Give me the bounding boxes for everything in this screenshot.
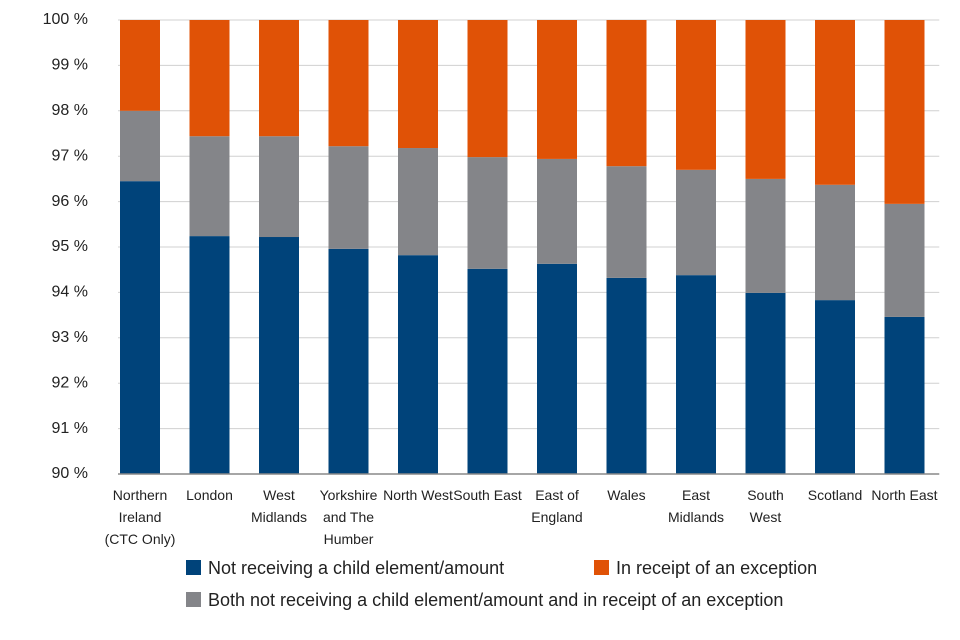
- bar-segment: [884, 203, 925, 317]
- bar-segment: [467, 268, 508, 474]
- bar-segment: [606, 277, 647, 474]
- y-tick-label: 97 %: [52, 147, 88, 164]
- x-tick-label: London: [186, 487, 233, 503]
- bar-segment: [815, 300, 855, 474]
- x-tick-label: North West: [383, 487, 453, 503]
- y-tick-label: 90 %: [52, 465, 88, 482]
- bar-segment: [467, 157, 508, 269]
- bar-segment: [189, 20, 230, 137]
- y-tick-label: 96 %: [52, 193, 88, 210]
- bar-segment: [745, 20, 786, 179]
- bar-segment: [884, 316, 925, 474]
- bar-segment: [398, 148, 438, 256]
- x-tick-label: North East: [871, 487, 938, 503]
- bar-segment: [815, 184, 855, 301]
- bar-segment: [259, 237, 299, 474]
- bar-segment: [259, 20, 299, 137]
- bar-segment: [745, 178, 786, 293]
- x-tick-label: Wales: [607, 487, 646, 503]
- legend-label: Both not receiving a child element/amoun…: [208, 590, 784, 610]
- legend-label: Not receiving a child element/amount: [208, 558, 505, 578]
- bar-segment: [745, 292, 786, 474]
- bar-segment: [120, 110, 160, 182]
- bar-segment: [676, 169, 716, 276]
- x-tick-label: South East: [453, 487, 522, 503]
- x-tick-label: East Midlands: [667, 487, 725, 525]
- bar-segment: [120, 181, 160, 475]
- bar-segment: [606, 166, 647, 278]
- legend-swatch: [186, 592, 201, 607]
- bar-segment: [189, 236, 230, 474]
- bar-segment: [398, 255, 438, 474]
- y-tick-label: 94 %: [52, 284, 88, 301]
- bar-segment: [328, 20, 369, 147]
- x-tick-label: East of England: [531, 487, 583, 525]
- bar-segment: [884, 20, 925, 204]
- bar-segment: [815, 20, 855, 185]
- y-tick-label: 98 %: [52, 102, 88, 119]
- x-tick-label: West Midlands: [250, 487, 308, 525]
- x-tick-label: Scotland: [807, 487, 863, 503]
- bar-segment: [537, 263, 577, 474]
- y-tick-label: 91 %: [52, 420, 88, 437]
- bar-segment: [259, 136, 299, 238]
- y-tick-label: 99 %: [52, 57, 88, 74]
- y-tick-label: 100 %: [43, 11, 88, 28]
- y-tick-label: 95 %: [52, 238, 88, 255]
- legend-label: In receipt of an exception: [616, 558, 818, 578]
- bar-segment: [537, 20, 577, 159]
- legend-swatch: [186, 560, 201, 575]
- bar-segment: [120, 20, 160, 111]
- bar-segment: [676, 275, 716, 474]
- bar-segment: [676, 20, 716, 170]
- x-tick-label: South West: [747, 487, 784, 525]
- y-tick-label: 92 %: [52, 374, 88, 391]
- bar-segment: [328, 146, 369, 249]
- y-tick-label: 93 %: [52, 329, 88, 346]
- legend-swatch: [594, 560, 609, 575]
- bar-segment: [189, 136, 230, 237]
- bar-segment: [537, 158, 577, 264]
- bar-segment: [467, 20, 508, 158]
- bar-segment: [328, 248, 369, 474]
- bar-segment: [398, 20, 438, 149]
- bar-segment: [606, 20, 647, 167]
- x-tick-label: Northern Ireland (CTC Only): [104, 487, 176, 547]
- x-tick-label: Yorkshire and The Humber: [319, 487, 378, 547]
